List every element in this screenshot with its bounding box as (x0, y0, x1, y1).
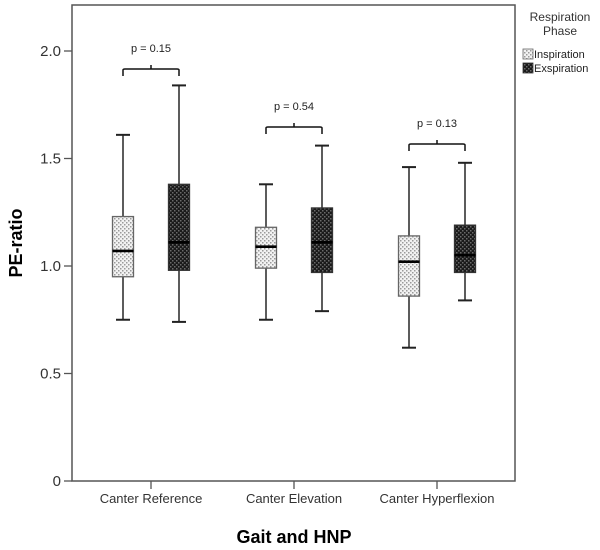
p-bracket: p = 0.54 (265, 101, 323, 134)
p-bracket: p = 0.13 (408, 118, 466, 151)
x-axis: Canter Reference Canter Elevation Canter H… (100, 481, 495, 506)
box-series (111, 84, 477, 349)
x-tick-label: Canter Reference (100, 491, 203, 506)
p-bracket: p = 0.15 (122, 43, 180, 76)
p-value-annotations: p = 0.15 p = 0.54 p = 0.13 (122, 43, 466, 151)
y-axis: 0 0.5 1.0 1.5 2.0 (40, 43, 72, 490)
y-axis-title: PE-ratio (6, 208, 26, 277)
y-tick-label: 0 (53, 473, 61, 490)
x-tick-label: Canter Hyperflexion (380, 491, 495, 506)
legend-swatch-exspiration (522, 62, 534, 74)
legend: Respiration Phase Inspiration Exspiratio… (522, 10, 591, 75)
box-exspiration-0 (167, 84, 191, 323)
box-inspiration-1 (254, 183, 278, 321)
legend-swatch-inspiration (522, 48, 534, 60)
x-tick-label: Canter Elevation (246, 491, 342, 506)
plot-frame (71, 4, 516, 482)
box-inspiration-0 (111, 133, 135, 321)
p-value-label: p = 0.15 (131, 43, 171, 55)
legend-label-inspiration: Inspiration (534, 49, 585, 61)
box-exspiration-2 (453, 161, 477, 302)
p-value-label: p = 0.54 (274, 101, 314, 113)
box-exspiration-1 (310, 144, 334, 313)
y-tick-label: 1.5 (40, 151, 61, 168)
p-value-label: p = 0.13 (417, 118, 457, 130)
legend-title-line1: Respiration (530, 10, 591, 24)
legend-label-exspiration: Exspiration (534, 63, 588, 75)
box-inspiration-2 (397, 166, 421, 349)
y-tick-label: 2.0 (40, 43, 61, 60)
y-tick-label: 0.5 (40, 366, 61, 383)
legend-title-line2: Phase (543, 24, 577, 38)
y-tick-label: 1.0 (40, 258, 61, 275)
x-axis-title: Gait and HNP (236, 527, 351, 547)
